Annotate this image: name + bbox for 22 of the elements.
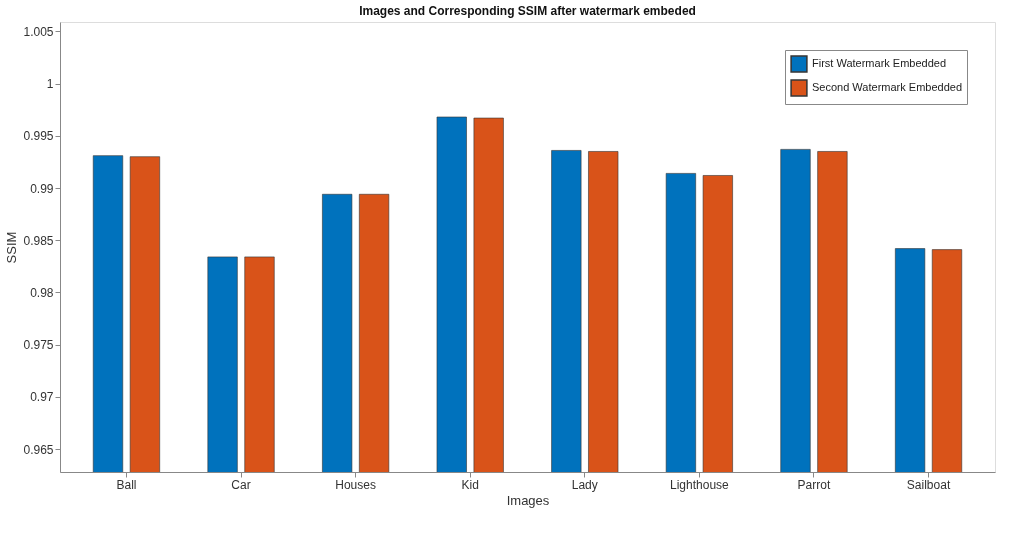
legend-label: Second Watermark Embedded [812, 81, 962, 93]
y-tick-label: 0.97 [30, 390, 54, 405]
x-axis-title: Images [506, 492, 550, 508]
x-tick-label: Parrot [797, 477, 831, 492]
y-axis-title: SSIM [4, 231, 20, 264]
x-tick-label: Sailboat [906, 477, 951, 492]
x-tick-label: Ball [116, 477, 137, 492]
y-tick-label: 0.98 [30, 285, 54, 300]
y-tick-label: 1.005 [23, 24, 54, 39]
y-tick-label: 1 [46, 77, 54, 92]
x-tick-label: Lighthouse [670, 477, 730, 492]
y-tick-label: 0.99 [30, 181, 54, 196]
legend-label: First Watermark Embedded [812, 57, 947, 69]
x-tick-label: Houses [335, 477, 376, 492]
y-tick-label: 0.985 [23, 233, 54, 248]
x-tick-label: Car [231, 477, 251, 492]
x-tick-label: Lady [571, 477, 598, 492]
chart-title: Images and Corresponding SSIM after watermark embeded [359, 4, 696, 18]
x-tick-label: Kid [461, 477, 479, 492]
y-tick-label: 0.965 [23, 442, 54, 457]
y-tick-label: 0.975 [23, 338, 54, 353]
y-tick-label: 0.995 [23, 129, 54, 144]
